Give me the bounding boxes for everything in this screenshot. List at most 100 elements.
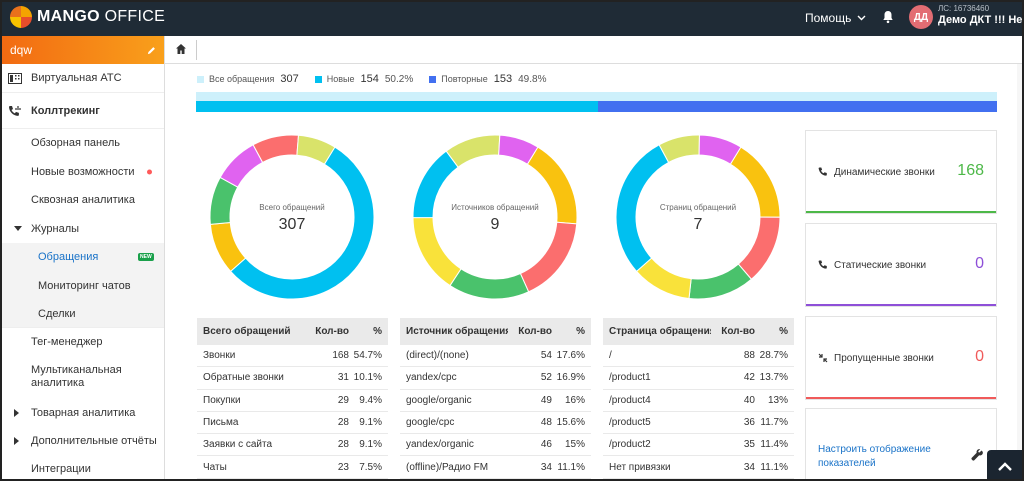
sidebar-item-multichannel-analytics[interactable]: Мультиканальная аналитика xyxy=(2,356,164,398)
table-row: Письма 28 9.1% xyxy=(197,412,388,435)
table-row: google/cpc 48 15.6% xyxy=(400,412,591,435)
logo-mark xyxy=(10,6,32,28)
table-cell: 34 xyxy=(743,461,755,473)
config-card: Настроить отображение показателей xyxy=(805,408,997,479)
table-row: (offline)/Радио FM 34 11.1% xyxy=(400,456,591,479)
donut-slice-0[interactable] xyxy=(526,146,578,225)
donut-slice-5[interactable] xyxy=(296,134,336,165)
sidebar-item-label: Дополнительные отчёты xyxy=(31,435,157,447)
stat-static-calls[interactable]: Статические звонки 0 xyxy=(805,223,997,307)
sidebar-item-new-features[interactable]: Новые возможности xyxy=(2,157,164,186)
column-header[interactable]: Страница обращения xyxy=(609,326,711,337)
stat-dynamic-calls[interactable]: Динамические звонки 168 xyxy=(805,130,997,214)
stat-accent-line xyxy=(806,211,996,213)
account-name[interactable]: Демо ДКТ !!! Не ... xyxy=(938,14,1023,26)
chevron-down-icon xyxy=(857,15,866,21)
logo-text: MANGO OFFICE xyxy=(37,8,166,25)
column-header[interactable]: % xyxy=(779,326,788,337)
stat-value: 0 xyxy=(975,348,984,365)
top-bar: MANGO OFFICE Помощь ДД ЛС: 16736460 Демо… xyxy=(2,2,1023,36)
donut-pages: Страниц обращений 7 xyxy=(603,128,793,306)
legend-all-label: Все обращения xyxy=(209,74,275,84)
donut-slice-6[interactable] xyxy=(498,134,539,165)
stat-label: Статические звонки xyxy=(834,260,927,271)
table-cell: 9.1% xyxy=(359,417,382,429)
table-cell: /product4 xyxy=(609,394,651,406)
table-total-requests: Всего обращений Кол-во% Звонки 168 54.7% Обра… xyxy=(197,318,388,479)
donut-slice-5[interactable] xyxy=(445,134,501,168)
logo[interactable]: MANGO OFFICE xyxy=(10,6,165,28)
sidebar-item-label: Интеграции xyxy=(31,463,91,475)
sidebar-item-additional-reports[interactable]: Дополнительные отчёты xyxy=(2,427,164,455)
column-header[interactable]: Всего обращений xyxy=(203,326,291,337)
donut-label: Всего обращений xyxy=(259,203,325,212)
donut-label: Источников обращений xyxy=(451,203,539,212)
stat-label: Динамические звонки xyxy=(834,167,935,178)
sidebar-item-chat-monitoring[interactable]: Мониторинг чатов xyxy=(2,271,164,300)
sidebar-item-overview[interactable]: Обзорная панель xyxy=(2,129,164,157)
column-header[interactable]: Кол-во xyxy=(518,326,552,337)
table-cell: Заявки с сайта xyxy=(203,439,273,451)
bell-icon[interactable] xyxy=(882,10,894,24)
table-cell: (direct)/(none) xyxy=(406,350,469,362)
sidebar-item-requests[interactable]: Обращения NEW xyxy=(2,243,164,271)
column-header[interactable]: Источник обращения xyxy=(406,326,508,337)
configure-display-link[interactable]: Настроить отображение показателей xyxy=(818,444,931,469)
scrollbar[interactable] xyxy=(1017,64,1022,479)
phone-icon xyxy=(818,167,827,176)
home-icon[interactable] xyxy=(175,43,187,55)
table-cell: 16.9% xyxy=(556,372,585,384)
table-cell: 54 xyxy=(540,350,552,362)
help-menu[interactable]: Помощь xyxy=(805,11,866,25)
stat-missed-calls[interactable]: Пропущенные звонки 0 xyxy=(805,316,997,400)
table-row: Звонки 168 54.7% xyxy=(197,345,388,368)
column-header[interactable]: % xyxy=(373,326,382,337)
sidebar-item-integrations[interactable]: Интеграции xyxy=(2,455,164,479)
donut-slice-0[interactable] xyxy=(229,146,375,300)
summary-bar-new xyxy=(196,101,599,112)
donut-slice-2[interactable] xyxy=(688,263,753,300)
table-row: Заявки с сайта 28 9.1% xyxy=(197,434,388,457)
table-row: /product1 42 13.7% xyxy=(603,367,794,390)
chevron-up-icon xyxy=(998,461,1012,471)
donut-total-requests: Всего обращений 307 xyxy=(197,128,387,306)
donut-chart-sources xyxy=(412,134,578,300)
table-cell: 13% xyxy=(767,394,788,406)
column-header[interactable]: Кол-во xyxy=(721,326,755,337)
sidebar-item-journals[interactable]: Журналы xyxy=(2,214,164,243)
donut-slice-2[interactable] xyxy=(449,268,530,300)
project-name: dqw xyxy=(10,43,33,57)
table-cell: Чаты xyxy=(203,461,227,473)
sidebar-item-calltracking[interactable]: Коллтрекинг xyxy=(2,93,164,129)
column-header[interactable]: Кол-во xyxy=(315,326,349,337)
sidebar-item-deals[interactable]: Сделки xyxy=(2,300,164,328)
breadcrumb-divider xyxy=(196,40,197,60)
legend-new-value: 154 xyxy=(360,73,379,85)
sidebar-item-virtual-pbx[interactable]: Виртуальная АТС xyxy=(2,64,164,93)
sidebar-item-tag-manager[interactable]: Тег-менеджер xyxy=(2,328,164,356)
donut-chart-pages xyxy=(615,134,781,300)
sidebar-item-label: Коллтрекинг xyxy=(31,104,100,117)
sidebar-item-label: Тег-менеджер xyxy=(31,336,103,348)
avatar[interactable]: ДД xyxy=(909,5,933,29)
table-cell: /product5 xyxy=(609,417,651,429)
table-cell: 29 xyxy=(337,394,349,406)
wrench-icon[interactable] xyxy=(971,449,983,461)
sidebar-item-label: Журналы xyxy=(31,222,80,235)
project-selector[interactable]: dqw xyxy=(2,36,164,64)
table-cell: 11.1% xyxy=(760,461,788,473)
scroll-to-top-button[interactable] xyxy=(987,450,1022,479)
legend-repeat-percent: 49.8% xyxy=(518,73,547,85)
sidebar-item-product-analytics[interactable]: Товарная аналитика xyxy=(2,398,164,427)
table-cell: 7.5% xyxy=(359,461,382,473)
pencil-icon[interactable] xyxy=(147,46,156,55)
pbx-icon xyxy=(8,72,22,84)
stat-accent-line xyxy=(806,397,996,399)
table-cell: 46 xyxy=(540,439,552,451)
donut-slice-6[interactable] xyxy=(698,134,742,165)
column-header[interactable]: % xyxy=(576,326,585,337)
table-cell: /product2 xyxy=(609,439,651,451)
sidebar-item-end-to-end-analytics[interactable]: Сквозная аналитика xyxy=(2,186,164,214)
donut-slice-4[interactable] xyxy=(252,134,300,164)
